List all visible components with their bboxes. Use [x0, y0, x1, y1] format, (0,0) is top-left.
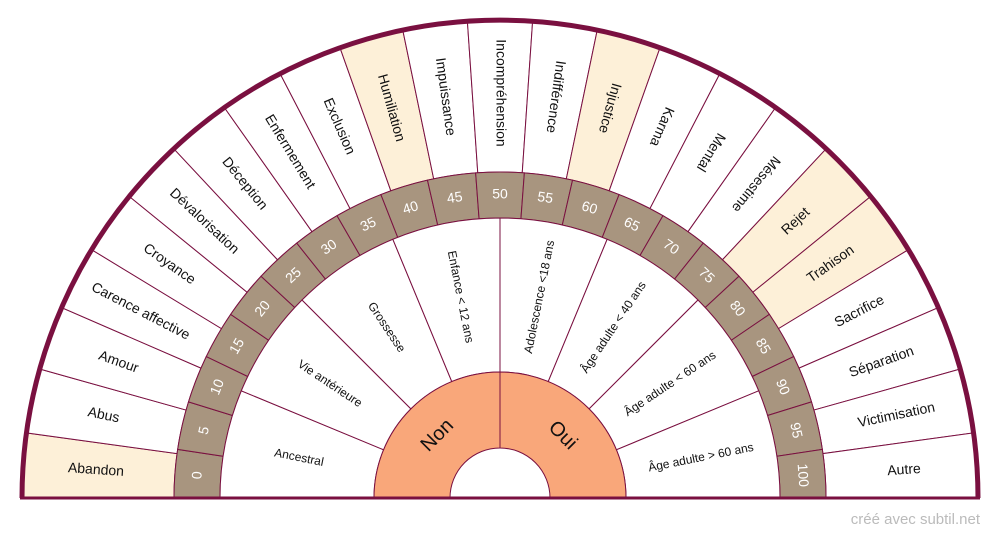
scale-label: 60	[580, 197, 600, 217]
scale-label: 85	[753, 335, 775, 357]
scale-label: 55	[536, 188, 554, 206]
outer-label: Abandon	[68, 459, 125, 479]
scale-label: 0	[188, 471, 205, 480]
scale-label: 95	[787, 421, 806, 440]
answer-sector	[373, 371, 501, 499]
scale-label: 15	[226, 335, 248, 357]
outer-label: Autre	[887, 460, 922, 478]
scale-label: 50	[492, 186, 508, 202]
scale-label: 10	[206, 376, 227, 397]
scale-label: 90	[773, 377, 794, 398]
scale-label: 45	[446, 188, 464, 206]
outer-border	[19, 17, 981, 499]
outer-label: Abus	[86, 403, 121, 425]
scale-label: 65	[622, 213, 643, 234]
scale-label: 30	[318, 235, 340, 257]
footer: créé avec subtil.net	[851, 511, 981, 528]
scale-label: 70	[660, 236, 682, 258]
answer-sector	[499, 371, 627, 499]
scale-label: 5	[195, 425, 212, 436]
scale-label: 40	[401, 197, 421, 217]
scale-label: 100	[795, 463, 813, 488]
scale-label: 35	[357, 213, 378, 234]
outer-label: Incompréhension	[493, 39, 509, 146]
